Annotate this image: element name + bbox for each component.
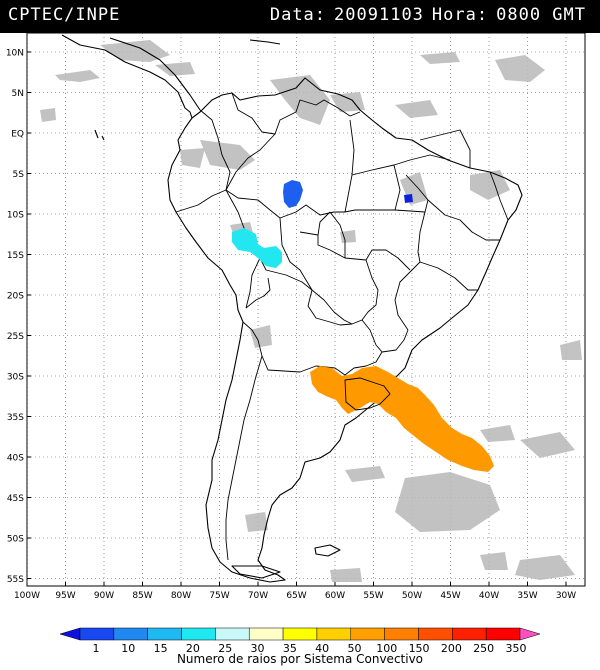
colorbar-label: 25 bbox=[218, 642, 232, 655]
hour-value: 0800 GMT bbox=[496, 5, 586, 25]
date-value: 20091103 bbox=[334, 5, 424, 25]
colorbar-segment bbox=[215, 627, 250, 641]
colorbar-segment bbox=[282, 627, 318, 641]
lat-tick-label: EQ bbox=[11, 130, 24, 140]
colorbar-segment bbox=[147, 627, 182, 641]
lon-tick-label: 70W bbox=[248, 591, 268, 601]
colorbar-left-arrow bbox=[59, 627, 81, 641]
lon-tick-label: 30W bbox=[556, 591, 576, 601]
lat-tick-label: 15S bbox=[7, 251, 24, 261]
cloud-imagery bbox=[40, 40, 582, 582]
colorbar-label: 35 bbox=[283, 642, 297, 655]
lon-tick-label: 50W bbox=[402, 591, 422, 601]
lat-tick-label: 45S bbox=[7, 494, 24, 504]
longitude-labels: 100W 95W 90W 85W 80W 75W 70W 65W 60W 55W 50W 45W 40W… bbox=[14, 591, 576, 601]
lon-tick-label: 65W bbox=[286, 591, 306, 601]
colorbar-segment bbox=[452, 627, 487, 641]
colorbar-label: 150 bbox=[409, 642, 430, 655]
colorbar-segment bbox=[384, 627, 419, 641]
rondonia-cluster bbox=[283, 180, 303, 208]
colorbar-segment bbox=[418, 627, 453, 641]
lat-tick-label: 5S bbox=[13, 170, 25, 180]
lon-tick-label: 75W bbox=[209, 591, 229, 601]
lon-tick-label: 95W bbox=[55, 591, 75, 601]
lon-tick-label: 55W bbox=[363, 591, 383, 601]
colorbar-label: 30 bbox=[251, 642, 265, 655]
bolivia-cluster bbox=[232, 228, 282, 268]
lat-tick-label: 10N bbox=[6, 49, 24, 59]
timestamp: Data: 20091103 Hora: 0800 GMT bbox=[262, 5, 586, 25]
colorbar-segment bbox=[248, 627, 284, 641]
colorbar: 1 10 15 20 25 30 35 40 50 100 150 200 250 350 bbox=[59, 627, 541, 655]
uruguay-atlantic-cluster bbox=[310, 366, 494, 472]
colorbar-segment bbox=[350, 627, 385, 641]
colorbar-label: 10 bbox=[121, 642, 135, 655]
colorbar-label: 200 bbox=[441, 642, 462, 655]
colorbar-label: 15 bbox=[154, 642, 168, 655]
lat-tick-label: 35S bbox=[7, 413, 24, 423]
colorbar-segment bbox=[79, 627, 115, 641]
lat-tick-label: 25S bbox=[7, 332, 24, 342]
colorbar-label: 40 bbox=[315, 642, 329, 655]
latitude-labels: 10N 5N EQ 5S 10S 15S 20S 25S 30S 35S 40S 45S 50S 55S bbox=[6, 49, 567, 586]
colorbar-segment bbox=[485, 627, 521, 641]
lat-tick-label: 50S bbox=[7, 535, 24, 545]
colorbar-label: 350 bbox=[506, 642, 527, 655]
lon-tick-label: 45W bbox=[440, 591, 460, 601]
colorbar-segment bbox=[316, 627, 352, 641]
colorbar-label: 50 bbox=[347, 642, 361, 655]
lon-tick-label: 90W bbox=[94, 591, 114, 601]
colorbar-right-arrow bbox=[519, 627, 541, 641]
hour-label: Hora: bbox=[431, 5, 489, 25]
colorbar-label: 20 bbox=[186, 642, 200, 655]
lat-tick-label: 30S bbox=[7, 373, 24, 383]
tocantins-cluster bbox=[404, 194, 413, 203]
lat-tick-label: 55S bbox=[7, 575, 24, 585]
colorbar-label: 1 bbox=[93, 642, 100, 655]
coastlines bbox=[61, 34, 523, 583]
lat-tick-label: 5N bbox=[12, 89, 24, 99]
colorbar-label: 250 bbox=[473, 642, 494, 655]
map-header: CPTEC/INPE Data: 20091103 Hora: 0800 GMT bbox=[0, 0, 600, 33]
lat-tick-label: 20S bbox=[7, 292, 24, 302]
lon-tick-label: 35W bbox=[517, 591, 537, 601]
colorbar-segment bbox=[181, 627, 216, 641]
colorbar-label: 100 bbox=[376, 642, 397, 655]
source-label: CPTEC/INPE bbox=[8, 5, 121, 25]
lat-tick-label: 10S bbox=[7, 211, 24, 221]
lon-tick-label: 100W bbox=[14, 591, 40, 601]
lat-tick-label: 40S bbox=[7, 454, 24, 464]
lightning-systems bbox=[232, 180, 494, 472]
lon-tick-label: 80W bbox=[171, 591, 191, 601]
lon-tick-label: 85W bbox=[132, 591, 152, 601]
colorbar-segment bbox=[113, 627, 148, 641]
colorbar-caption: Numero de raios por Sistema Convectivo bbox=[176, 652, 424, 666]
date-label: Data: bbox=[269, 5, 327, 25]
lon-tick-label: 40W bbox=[479, 591, 499, 601]
lon-tick-label: 60W bbox=[325, 591, 345, 601]
